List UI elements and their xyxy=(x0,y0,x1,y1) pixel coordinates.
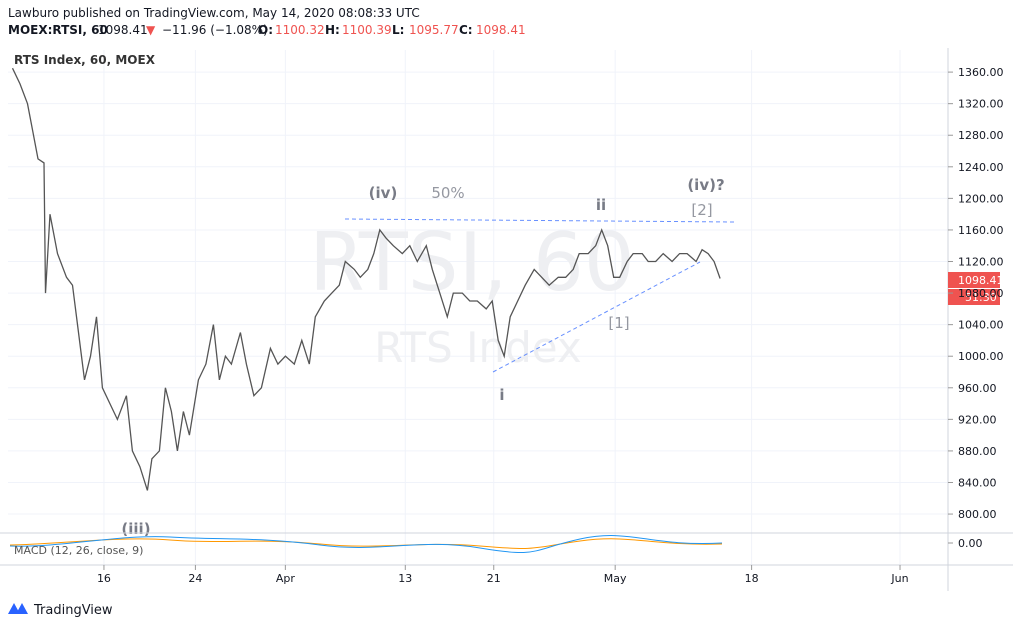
ohlc-label: H: xyxy=(325,23,340,37)
ohlc: O: 1100.32 H: 1100.39 L: 1095.77 C: 1098.41 xyxy=(258,23,526,37)
ohlc-value: 1098.41 xyxy=(476,23,526,37)
macd-signal xyxy=(9,538,723,549)
brand[interactable]: TradingView xyxy=(33,603,113,618)
grid xyxy=(8,50,948,565)
ohlc-label: L: xyxy=(392,23,404,37)
y-tick-label: 1160.00 xyxy=(958,224,1004,237)
y-tick-label: 880.00 xyxy=(958,445,997,458)
x-tick-label: 21 xyxy=(487,572,501,585)
ticker: MOEX:RTSI, 60 xyxy=(8,23,108,37)
y-tick-label: 1200.00 xyxy=(958,192,1004,205)
y-tick-label: 1240.00 xyxy=(958,161,1004,174)
ohlc-value: 1100.39 xyxy=(342,23,392,37)
watermark-sub: RTS Index xyxy=(374,323,581,372)
y-tick-label: 840.00 xyxy=(958,476,997,489)
annotation: 50% xyxy=(431,184,464,202)
x-tick-label: Jun xyxy=(890,572,908,585)
y-tick-label: 920.00 xyxy=(958,413,997,426)
y-tick-label: 1280.00 xyxy=(958,129,1004,142)
y-tick-label: 960.00 xyxy=(958,382,997,395)
footer xyxy=(0,591,1013,628)
macd-label: MACD (12, 26, close, 9) xyxy=(14,544,143,557)
last-price-label: 1098.41 xyxy=(958,274,1004,287)
x-tick-label: 13 xyxy=(398,572,412,585)
annotation: (iv) xyxy=(369,184,398,202)
logo xyxy=(8,603,28,614)
publisher: Lawburo published on TradingView.com, Ma… xyxy=(8,6,420,20)
annotation: i xyxy=(499,386,504,404)
arrow: ▼ xyxy=(146,23,156,37)
macd-line xyxy=(9,535,723,554)
annotation: ii xyxy=(596,196,606,214)
price-line xyxy=(11,67,721,491)
chart-title: RTS Index, 60, MOEX xyxy=(14,53,156,67)
annotation: [1] xyxy=(608,314,629,332)
y-tick-label: 1000.00 xyxy=(958,350,1004,363)
y-tick-label: 1360.00 xyxy=(958,66,1004,79)
annotation: [2] xyxy=(691,201,712,219)
annotation: (iii) xyxy=(121,520,150,538)
change: −11.96 (−1.08%) xyxy=(162,23,268,37)
y-tick-label: 1040.00 xyxy=(958,319,1004,332)
x-tick-label: 24 xyxy=(188,572,202,585)
y-tick-label: 800.00 xyxy=(958,508,997,521)
ohlc-value: 1100.32 xyxy=(275,23,325,37)
ohlc-label: C: xyxy=(459,23,473,37)
x-tick-label: 16 xyxy=(97,572,111,585)
countdown: 51:30 xyxy=(965,291,997,304)
annotation: (iv)? xyxy=(687,176,724,194)
ohlc-value: 1095.77 xyxy=(409,23,459,37)
x-tick-label: Apr xyxy=(276,572,296,585)
y-tick-label: 1320.00 xyxy=(958,98,1004,111)
last: 1098.41 xyxy=(98,23,148,37)
x-tick-label: May xyxy=(604,572,627,585)
resistance-line xyxy=(344,218,736,223)
y-tick-label: 1120.00 xyxy=(958,256,1004,269)
last-price-tag xyxy=(948,272,1000,288)
watermark: RTSI, 60 xyxy=(309,216,635,309)
y-tick-label: 1080.00 xyxy=(958,287,1004,300)
x-tick-label: 18 xyxy=(745,572,759,585)
macd-tick-label: 0.00 xyxy=(958,537,983,550)
ohlc-label: O: xyxy=(258,23,273,37)
countdown-tag xyxy=(948,289,1000,305)
